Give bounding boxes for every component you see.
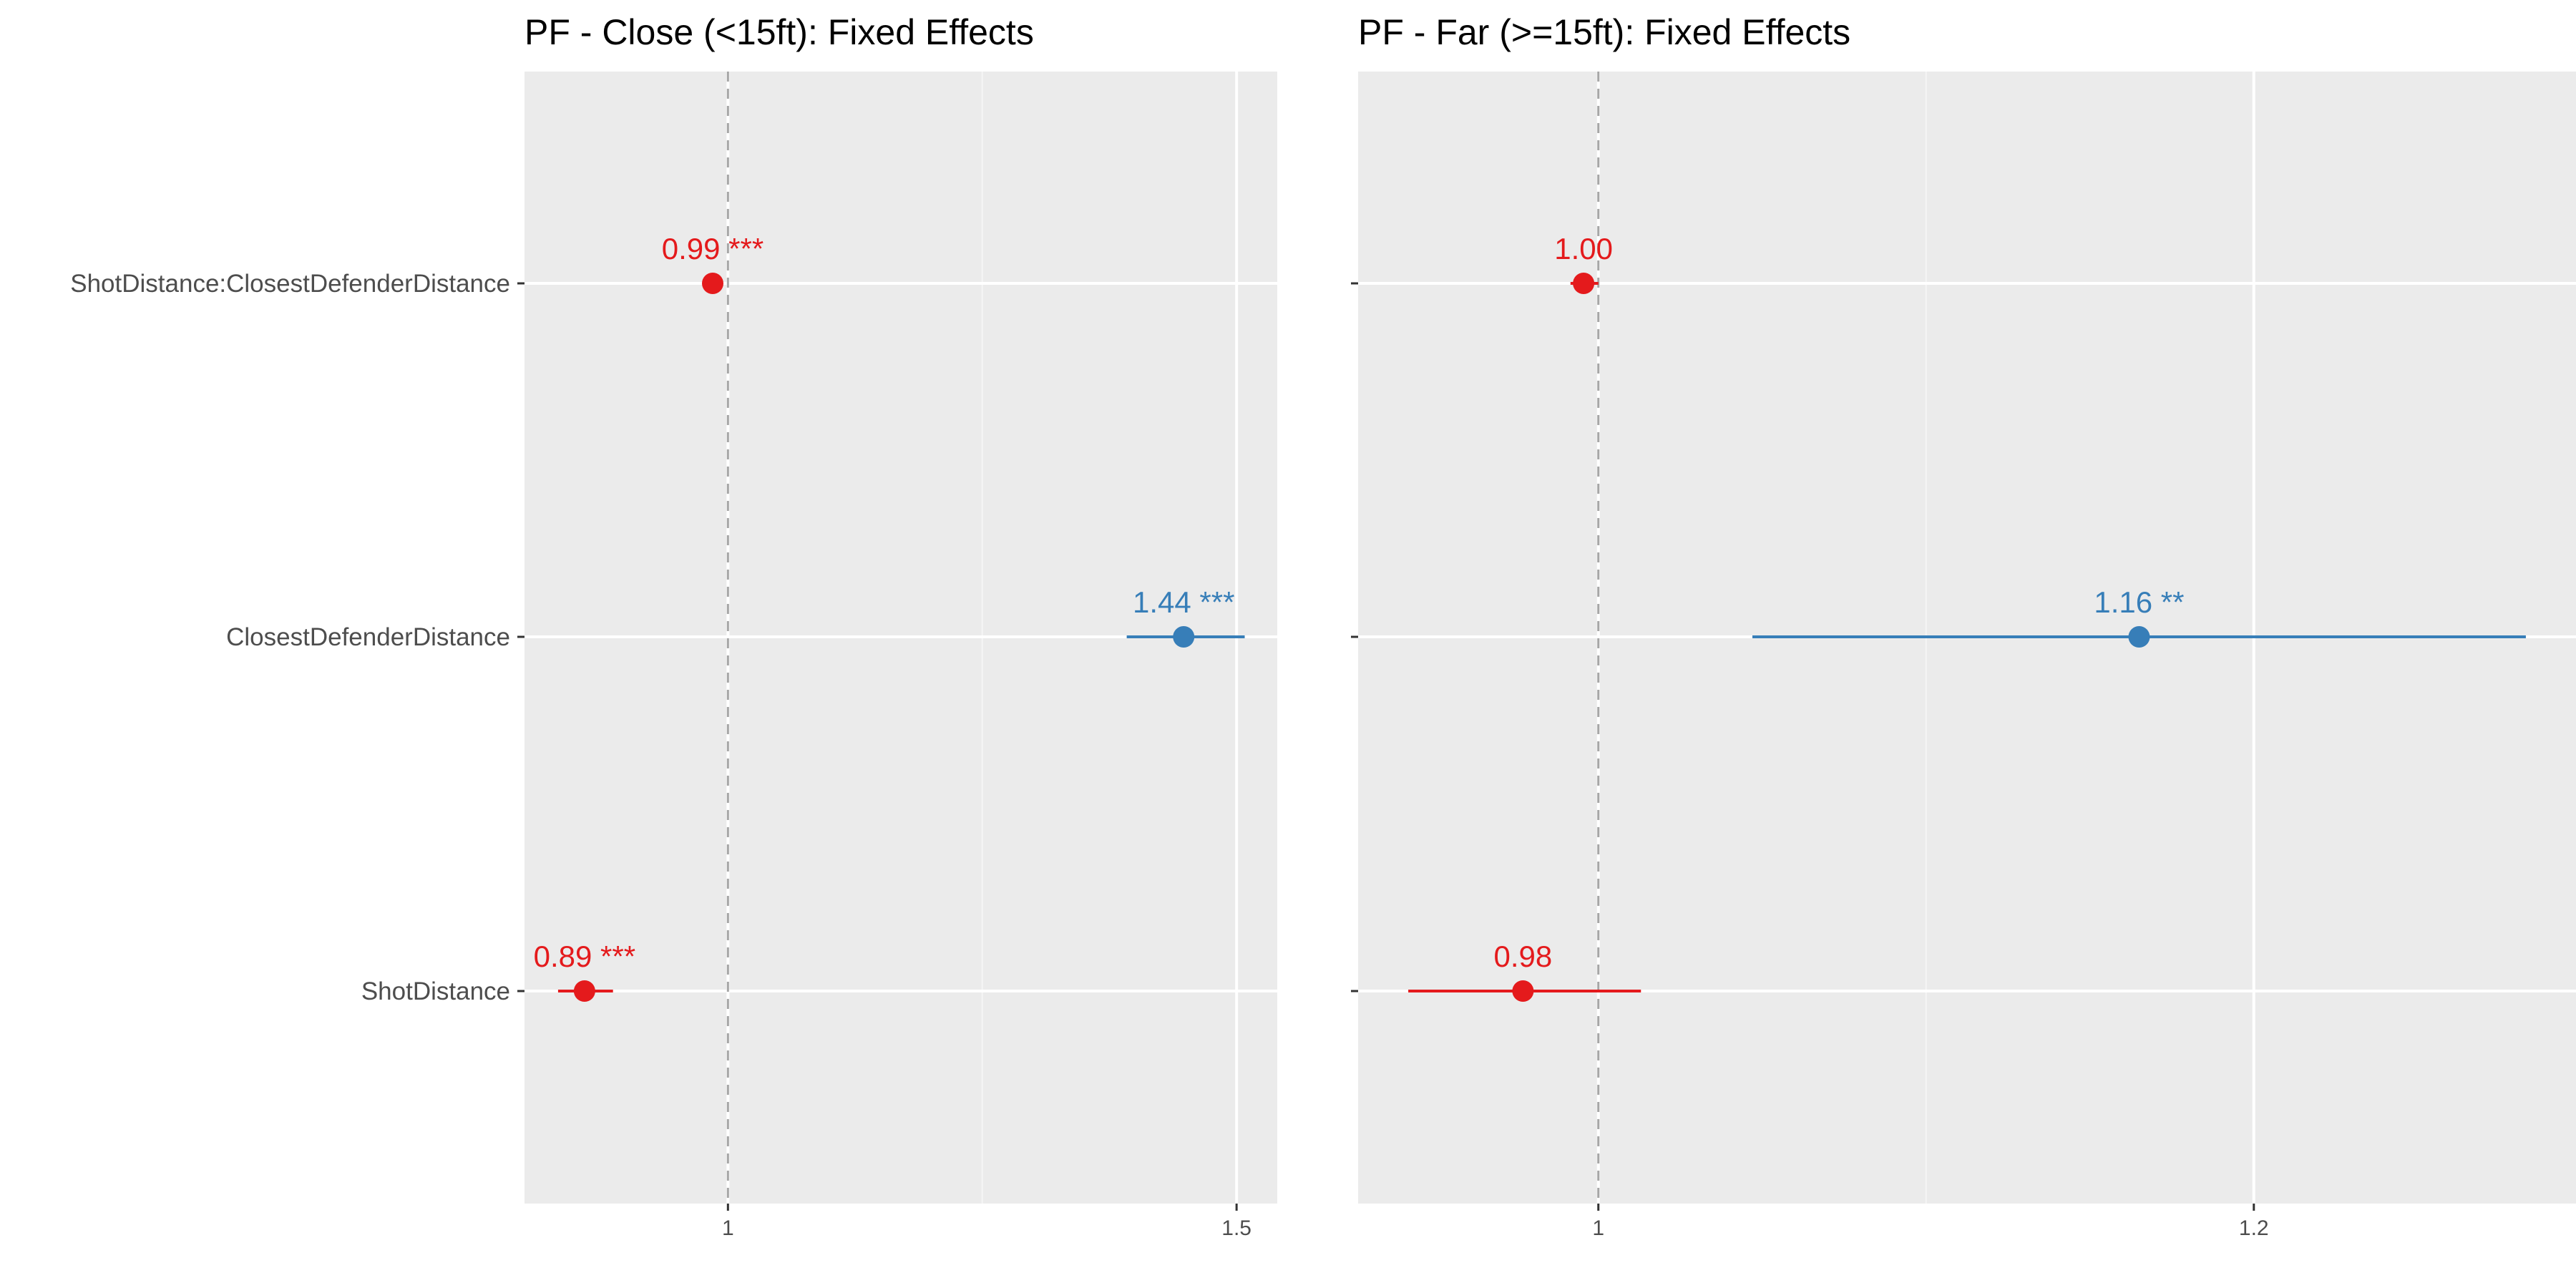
estimate-label: 0.99 *** — [662, 232, 763, 265]
estimate-label: 0.98 — [1494, 940, 1553, 973]
y-tick-label: ShotDistance:ClosestDefenderDistance — [70, 270, 510, 298]
estimate-point — [702, 273, 723, 294]
panel-title: PF - Close (<15ft): Fixed Effects — [525, 12, 1034, 52]
estimate-label: 1.00 — [1554, 232, 1613, 265]
estimate-label: 1.16 ** — [2094, 585, 2184, 619]
x-tick-label: 1.5 — [1221, 1216, 1252, 1240]
estimate-label: 1.44 *** — [1133, 585, 1234, 619]
estimate-point — [573, 980, 595, 1002]
x-tick-label: 1.2 — [2239, 1216, 2269, 1240]
estimate-point — [2128, 626, 2150, 648]
x-tick-label: 1 — [1592, 1216, 1604, 1240]
estimate-point — [1512, 980, 1534, 1002]
y-tick-label: ShotDistance — [361, 977, 510, 1005]
estimate-point — [1573, 273, 1595, 294]
x-tick-label: 1 — [722, 1216, 734, 1240]
panel-far-fixed-effects: PF - Far (>=15ft): Fixed Effects 1 1.2 1.00… — [1351, 12, 2576, 1240]
y-tick-label: ClosestDefenderDistance — [226, 623, 510, 651]
estimate-point — [1173, 626, 1195, 648]
estimate-label: 0.89 *** — [534, 940, 635, 973]
panel-title: PF - Far (>=15ft): Fixed Effects — [1358, 12, 1850, 52]
panel-close-fixed-effects: PF - Close (<15ft): Fixed Effects 1 1.5 Sho… — [70, 12, 1277, 1240]
